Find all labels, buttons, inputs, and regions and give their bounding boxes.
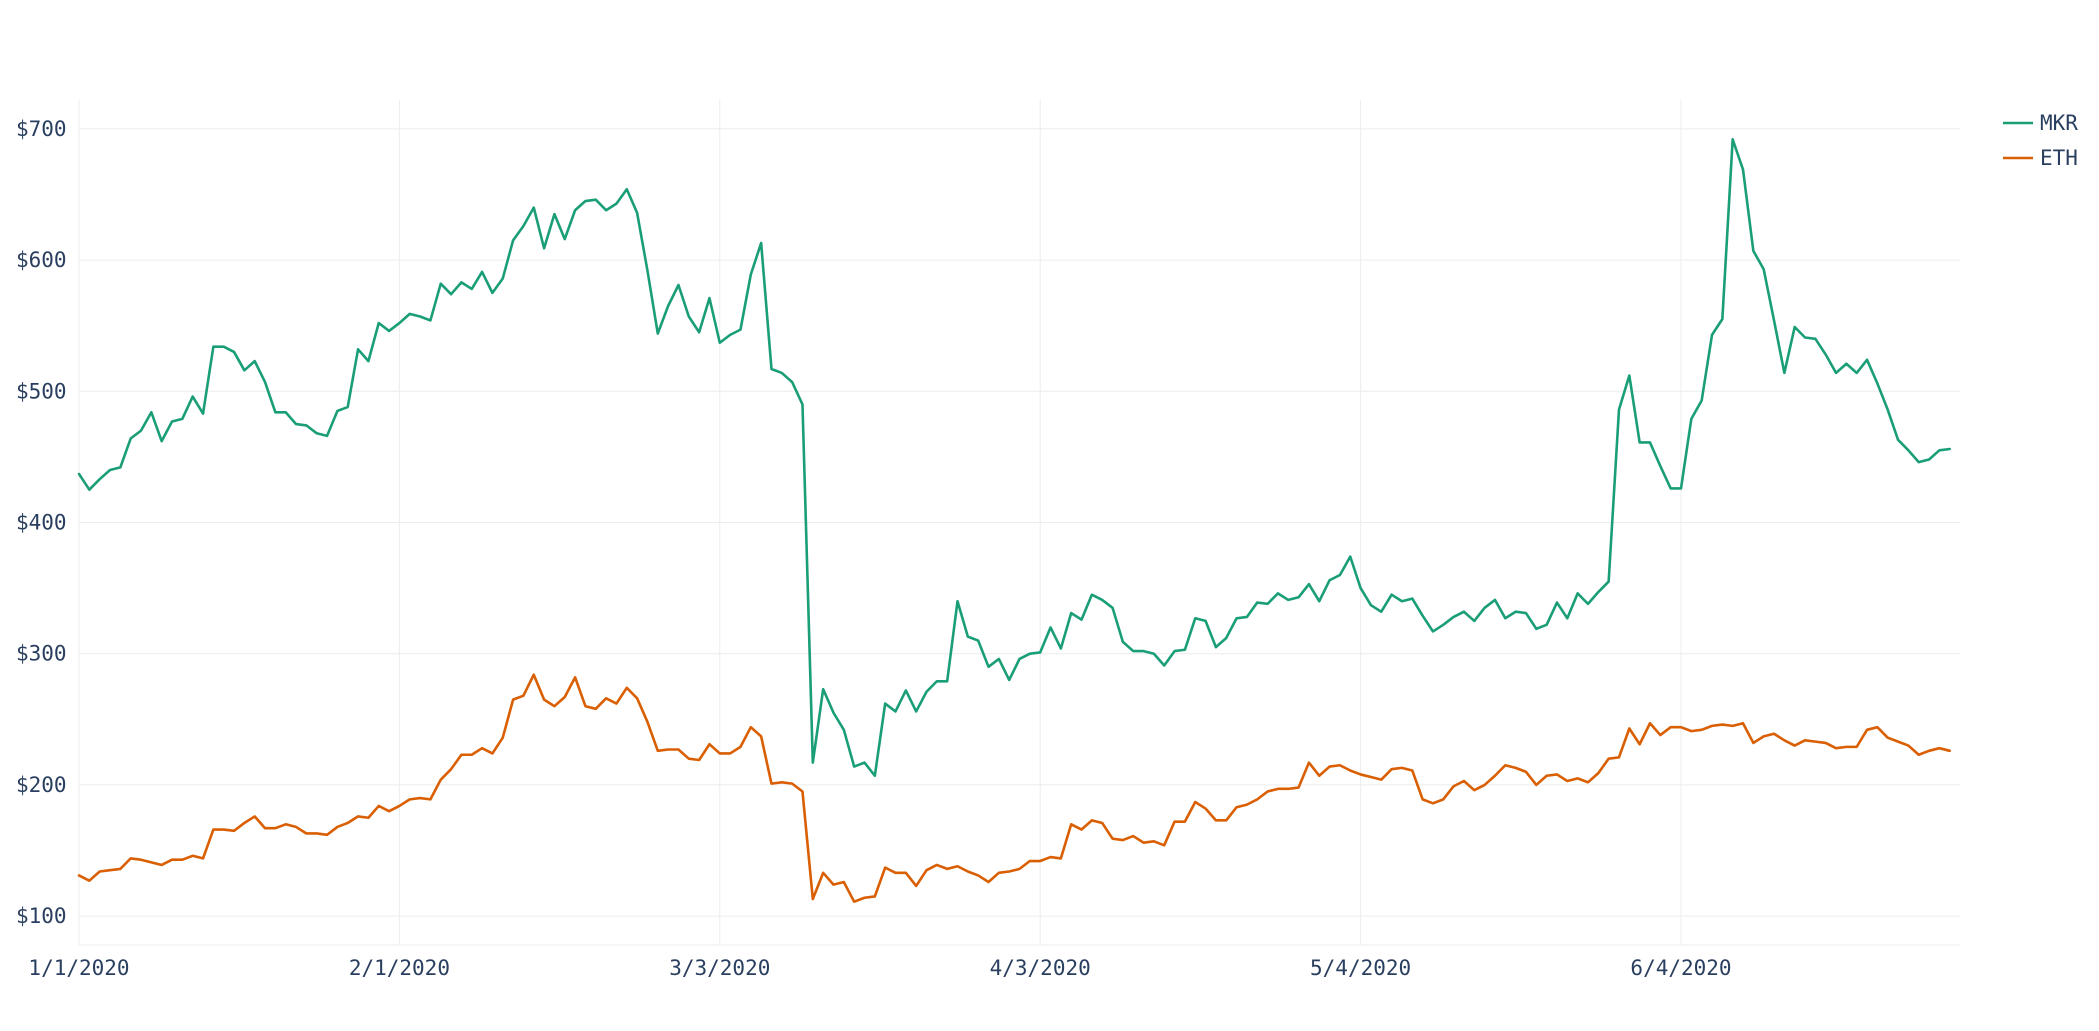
axes: $100 $200 $300 $400 $500 $600 $700 1/1/2020 2/1/… [16, 117, 1960, 980]
series [77, 138, 1952, 903]
series-line-eth [77, 673, 1952, 903]
x-tick-label: 5/4/2020 [1310, 956, 1411, 980]
legend-label: MKR [2040, 111, 2078, 135]
y-tick-label: $200 [16, 773, 67, 797]
x-tick-label: 1/1/2020 [28, 956, 129, 980]
x-tick-label: 4/3/2020 [990, 956, 1091, 980]
x-tick-label: 3/3/2020 [669, 956, 770, 980]
y-tick-label: $700 [16, 117, 67, 141]
x-tick-label: 6/4/2020 [1630, 956, 1731, 980]
x-tick-label: 2/1/2020 [349, 956, 450, 980]
legend-item-mkr[interactable]: MKR [2003, 111, 2078, 135]
y-tick-label: $100 [16, 904, 67, 928]
y-tick-label: $500 [16, 379, 67, 403]
legend-item-eth[interactable]: ETH [2003, 146, 2078, 170]
y-tick-label: $300 [16, 642, 67, 666]
y-tick-label: $600 [16, 248, 67, 272]
legend-label: ETH [2040, 146, 2078, 170]
series-line-mkr [77, 138, 1952, 778]
grid [78, 100, 1960, 945]
y-tick-label: $400 [16, 511, 67, 535]
legend[interactable]: MKR ETH [2003, 111, 2078, 170]
